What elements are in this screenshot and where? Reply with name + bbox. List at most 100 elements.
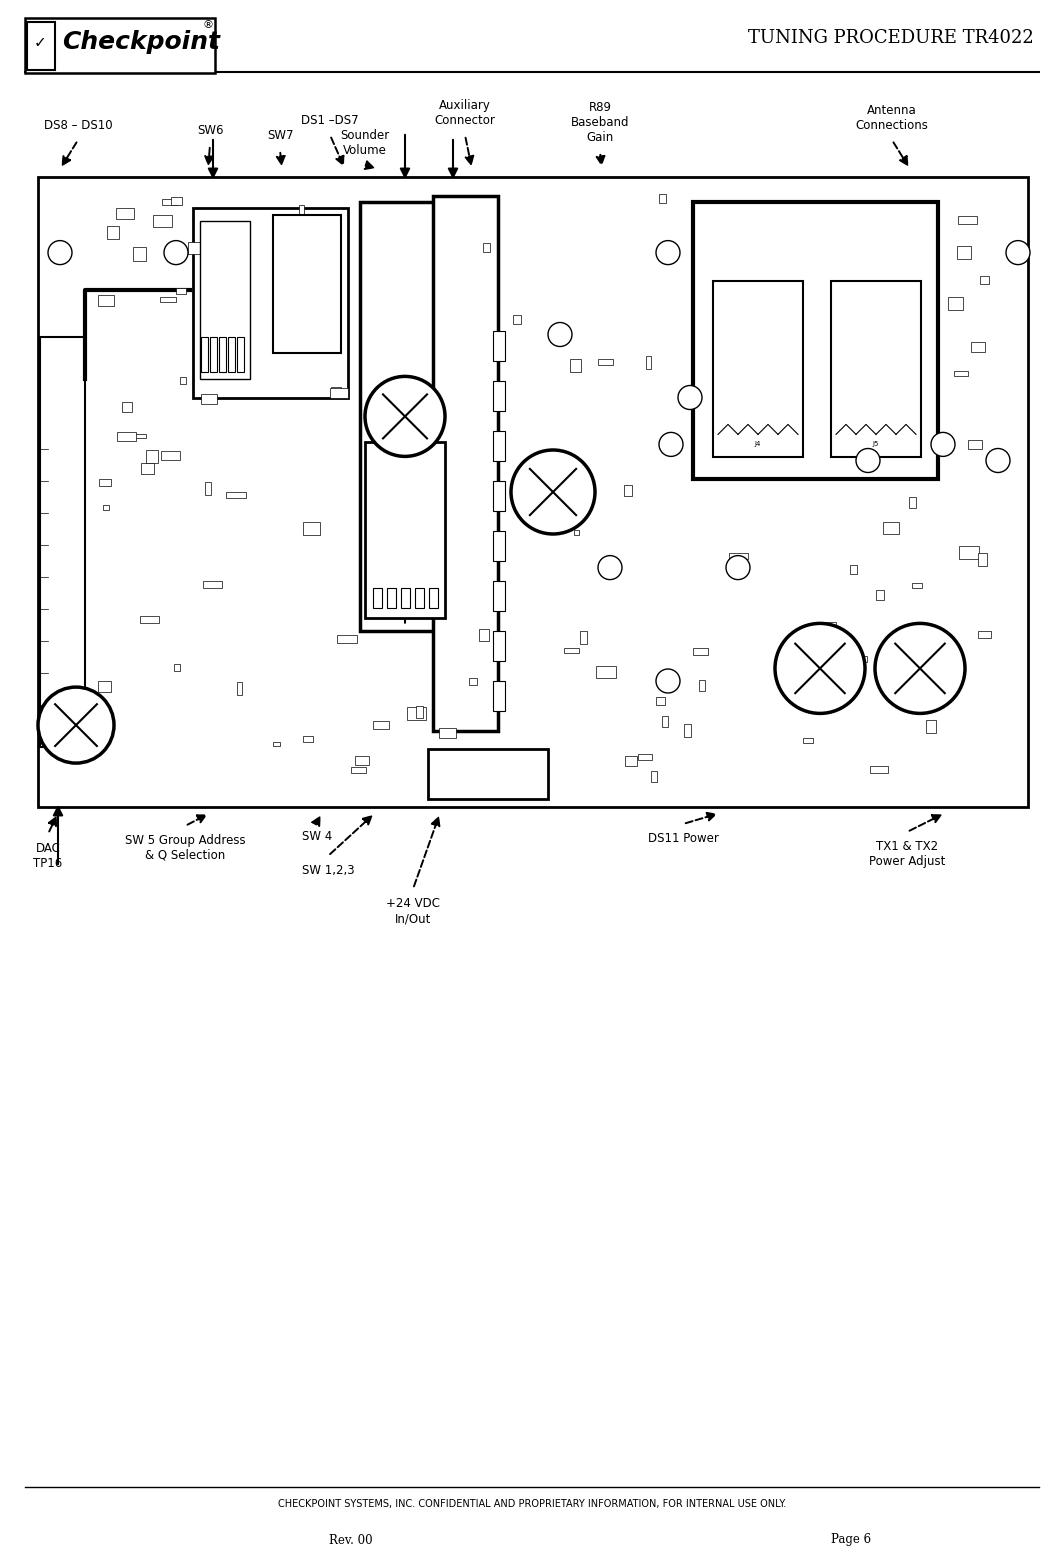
Bar	[479, 629, 489, 640]
Circle shape	[857, 448, 880, 472]
Circle shape	[511, 450, 595, 534]
Circle shape	[656, 241, 680, 264]
Circle shape	[48, 241, 72, 264]
Bar	[273, 216, 340, 353]
Bar	[302, 522, 320, 536]
Bar	[330, 387, 348, 398]
Bar	[959, 547, 979, 559]
Text: SW 1,2,3: SW 1,2,3	[302, 864, 354, 876]
Bar	[131, 434, 146, 439]
Bar	[883, 522, 899, 534]
Bar	[406, 708, 426, 720]
Bar	[625, 756, 637, 765]
Bar	[106, 714, 112, 719]
Bar	[429, 587, 438, 608]
Bar	[493, 531, 505, 561]
Bar	[387, 587, 396, 608]
Text: DS11 Power: DS11 Power	[648, 833, 718, 845]
Bar	[416, 706, 423, 719]
Text: DAC
TP16: DAC TP16	[33, 842, 63, 870]
Bar	[117, 431, 136, 442]
Text: ®: ®	[202, 20, 213, 30]
Bar	[38, 177, 1028, 808]
Bar	[564, 648, 579, 653]
Bar	[439, 728, 455, 737]
Bar	[365, 442, 445, 619]
Bar	[699, 681, 705, 690]
Bar	[98, 295, 114, 306]
Text: J4: J4	[754, 442, 761, 447]
Text: +24 VDC
In/Out: +24 VDC In/Out	[386, 897, 440, 925]
Bar	[160, 297, 176, 301]
Bar	[801, 654, 816, 659]
Bar	[954, 372, 968, 376]
Bar	[171, 197, 182, 205]
Bar	[205, 481, 211, 495]
Bar	[303, 736, 313, 742]
Bar	[958, 245, 971, 259]
Circle shape	[986, 448, 1010, 472]
Text: Rev. 00: Rev. 00	[329, 1534, 373, 1546]
Bar	[655, 697, 665, 704]
Bar	[24, 19, 215, 73]
Bar	[859, 656, 866, 662]
Bar	[162, 198, 178, 205]
Bar	[802, 739, 813, 744]
Circle shape	[931, 433, 955, 456]
Bar	[483, 244, 489, 251]
Bar	[401, 587, 410, 608]
Circle shape	[38, 687, 114, 764]
Bar	[978, 553, 987, 565]
Circle shape	[365, 376, 445, 456]
Text: ✓: ✓	[34, 36, 47, 50]
Text: TX1 & TX2
Power Adjust: TX1 & TX2 Power Adjust	[869, 840, 945, 868]
Text: SW 5 Group Address
& Q Selection: SW 5 Group Address & Q Selection	[124, 834, 246, 862]
Bar	[201, 337, 207, 372]
Bar	[825, 622, 836, 628]
Bar	[360, 201, 450, 631]
Text: TUNING PROCEDURE TR4022: TUNING PROCEDURE TR4022	[748, 30, 1034, 47]
Text: DS1 –DS7: DS1 –DS7	[301, 114, 359, 127]
Bar	[237, 337, 244, 372]
Bar	[176, 289, 186, 294]
Bar	[545, 500, 553, 508]
Bar	[959, 217, 977, 225]
Bar	[415, 587, 423, 608]
Bar	[493, 681, 505, 711]
Bar	[469, 678, 477, 684]
Bar	[133, 247, 146, 261]
Text: J5: J5	[872, 442, 879, 447]
Text: SW6: SW6	[197, 123, 223, 137]
Bar	[729, 553, 748, 559]
Bar	[351, 767, 366, 773]
Text: Antenna
Connections: Antenna Connections	[855, 105, 929, 133]
Text: SW7: SW7	[267, 130, 294, 142]
Bar	[122, 403, 132, 411]
Bar	[493, 581, 505, 611]
Bar	[428, 750, 548, 800]
Bar	[598, 359, 613, 366]
Bar	[236, 683, 243, 695]
Bar	[27, 22, 55, 70]
Bar	[98, 681, 111, 692]
Bar	[174, 664, 180, 672]
Bar	[161, 451, 181, 461]
Bar	[355, 756, 369, 765]
Text: Page 6: Page 6	[831, 1534, 871, 1546]
Bar	[876, 590, 883, 600]
Bar	[832, 667, 851, 676]
Bar	[200, 222, 250, 378]
Bar	[624, 486, 632, 497]
Bar	[433, 195, 498, 731]
Circle shape	[875, 623, 965, 714]
Bar	[299, 205, 304, 219]
Bar	[146, 450, 157, 462]
Bar	[980, 276, 988, 284]
Bar	[373, 722, 388, 729]
Circle shape	[775, 623, 865, 714]
Bar	[337, 636, 356, 644]
Bar	[850, 565, 857, 575]
Bar	[493, 631, 505, 661]
Text: DS8 – DS10: DS8 – DS10	[44, 119, 113, 133]
Bar	[107, 225, 119, 239]
